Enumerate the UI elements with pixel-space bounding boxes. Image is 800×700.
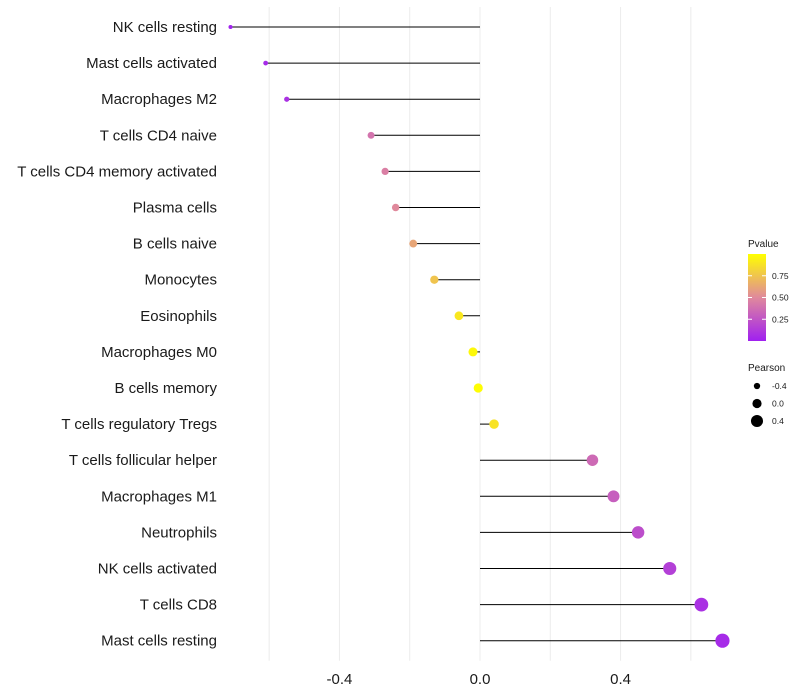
- pearson-key-dot: [753, 382, 761, 390]
- pearson-tick-label: 0.4: [772, 416, 784, 426]
- data-point: [489, 419, 499, 429]
- pearson-legend: Pearson -0.4 0.0 0.4: [748, 363, 787, 428]
- x-tick-label: -0.4: [327, 671, 353, 688]
- category-label: Eosinophils: [140, 308, 217, 325]
- pearson-key-dot: [750, 414, 764, 428]
- category-label: Mast cells resting: [101, 633, 217, 650]
- x-tick-label: 0.0: [470, 671, 491, 688]
- category-label: Macrophages M2: [101, 91, 217, 108]
- data-point: [454, 311, 464, 321]
- pearson-key-dot: [752, 398, 762, 409]
- pearson-tick-label: -0.4: [772, 381, 787, 391]
- category-label: NK cells resting: [113, 19, 217, 36]
- data-point: [228, 24, 233, 30]
- category-label: T cells CD8: [140, 597, 217, 614]
- pvalue-colorbar: [748, 254, 766, 341]
- pvalue-legend: Pvalue 0.25 0.50 0.75: [748, 239, 789, 341]
- x-tick-labels: -0.4 0.0 0.4: [327, 671, 631, 688]
- pvalue-tick-label: 0.75: [772, 271, 789, 281]
- data-point: [468, 347, 478, 357]
- data-point: [367, 131, 375, 139]
- category-label: B cells naive: [133, 236, 217, 253]
- grid-lines: [268, 7, 692, 661]
- category-label: Monocytes: [144, 272, 217, 289]
- category-label: T cells CD4 memory activated: [17, 163, 217, 180]
- pvalue-legend-title: Pvalue: [748, 239, 779, 250]
- category-label: Macrophages M0: [101, 344, 217, 361]
- data-point: [381, 167, 389, 176]
- data-point: [263, 60, 269, 66]
- data-point: [694, 597, 709, 612]
- pvalue-tick-label: 0.25: [772, 314, 789, 324]
- data-point: [473, 383, 483, 393]
- pvalue-legend-ticks: 0.25 0.50 0.75: [748, 271, 789, 324]
- category-label: Neutrophils: [141, 524, 217, 541]
- points: [228, 24, 730, 648]
- category-label: Plasma cells: [133, 200, 217, 217]
- category-label: T cells follicular helper: [69, 452, 217, 469]
- category-label: T cells regulatory Tregs: [61, 416, 217, 433]
- category-label: NK cells activated: [98, 561, 217, 578]
- data-point: [391, 203, 400, 212]
- pearson-tick-label: 0.0: [772, 399, 784, 409]
- data-point: [409, 239, 418, 248]
- data-point: [284, 96, 290, 102]
- stems: [230, 26, 723, 642]
- x-tick-label: 0.4: [610, 671, 631, 688]
- data-point: [715, 633, 730, 648]
- category-labels: NK cells resting Mast cells activated Macr…: [17, 19, 217, 650]
- category-label: T cells CD4 naive: [100, 127, 217, 144]
- category-label: Mast cells activated: [86, 55, 217, 72]
- data-point: [631, 526, 645, 539]
- pearson-legend-keys: -0.4 0.0 0.4: [750, 381, 787, 428]
- pearson-legend-title: Pearson: [748, 363, 785, 374]
- data-point: [430, 275, 439, 284]
- data-point: [607, 490, 620, 503]
- pvalue-tick-label: 0.50: [772, 293, 789, 303]
- data-point: [586, 454, 599, 466]
- category-label: Macrophages M1: [101, 488, 217, 505]
- data-point: [663, 561, 677, 576]
- category-label: B cells memory: [114, 380, 217, 397]
